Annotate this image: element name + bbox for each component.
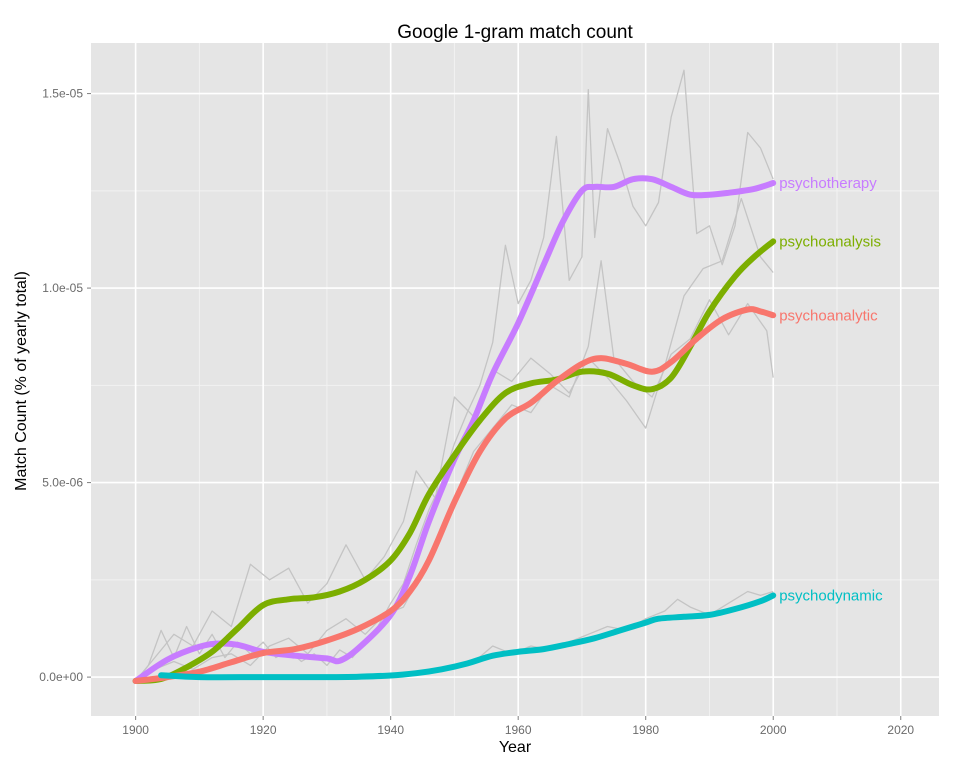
x-tick-label: 1940 xyxy=(377,723,404,737)
y-tick-label: 0.0e+00 xyxy=(39,670,83,684)
psychoanalytic-label: psychoanalytic xyxy=(779,307,878,324)
plot-background xyxy=(91,43,939,716)
y-tick-label: 5.0e-06 xyxy=(42,476,83,490)
psychotherapy-label: psychotherapy xyxy=(779,175,877,192)
x-tick-label: 1920 xyxy=(250,723,277,737)
x-tick-label: 1900 xyxy=(122,723,149,737)
x-tick-label: 2000 xyxy=(760,723,787,737)
psychodynamic-label: psychodynamic xyxy=(779,587,883,604)
grid-lines xyxy=(91,43,939,716)
x-tick-label: 2020 xyxy=(887,723,914,737)
psychoanalytic-raw-line xyxy=(135,260,774,682)
smoothed-series-lines xyxy=(132,175,777,684)
y-tick-label: 1.5e-05 xyxy=(42,87,83,101)
x-tick-label: 1960 xyxy=(505,723,532,737)
psychoanalysis-smoothed-line xyxy=(132,238,777,684)
chart-title: Google 1-gram match count xyxy=(397,22,633,43)
y-axis-title: Match Count (% of yearly total) xyxy=(13,271,30,491)
psychoanalysis-raw-line xyxy=(135,197,774,682)
series-labels: psychotherapy psychoanalysis psychoanalyti… xyxy=(779,175,883,604)
x-tick-label: 1980 xyxy=(632,723,659,737)
x-axis-title: Year xyxy=(499,739,532,756)
y-axis-ticks: 0.0e+00 5.0e-06 1.0e-05 1.5e-05 xyxy=(39,87,91,684)
psychoanalytic-smoothed-line xyxy=(132,306,777,684)
psychoanalysis-label: psychoanalysis xyxy=(779,233,881,250)
y-tick-label: 1.0e-05 xyxy=(42,281,83,295)
psychodynamic-smoothed-line xyxy=(158,592,777,681)
x-axis-ticks: 1900 1920 1940 1960 1980 2000 2020 xyxy=(122,716,914,737)
